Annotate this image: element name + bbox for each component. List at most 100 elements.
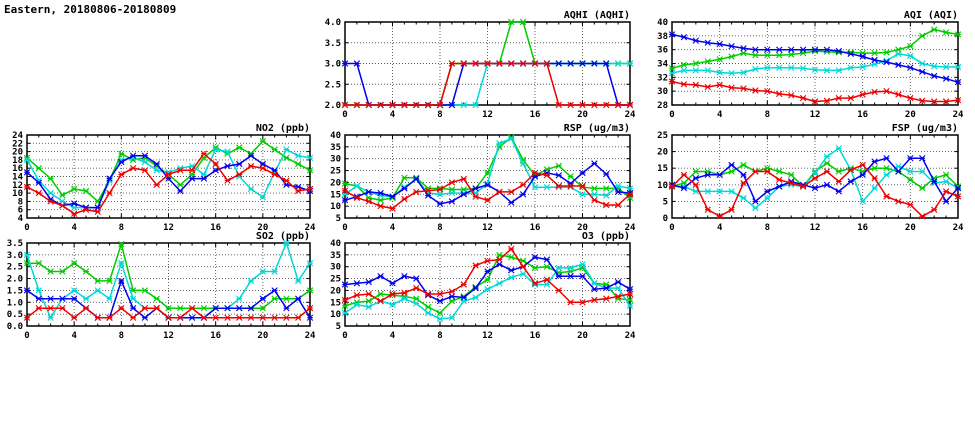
svg-text:8: 8 [437, 110, 442, 120]
svg-text:30: 30 [330, 263, 341, 273]
svg-text:20: 20 [905, 223, 916, 233]
svg-text:12: 12 [810, 223, 821, 233]
svg-text:8: 8 [437, 223, 442, 233]
svg-text:20: 20 [905, 110, 916, 120]
svg-text:24: 24 [305, 331, 316, 341]
svg-text:20: 20 [330, 286, 341, 296]
aqi-title: AQI (AQI) [904, 10, 958, 21]
svg-text:5: 5 [663, 197, 668, 207]
svg-text:32: 32 [657, 73, 668, 83]
svg-text:3.5: 3.5 [325, 39, 341, 49]
svg-text:12: 12 [482, 110, 493, 120]
svg-text:5: 5 [336, 214, 341, 224]
svg-text:12: 12 [163, 223, 174, 233]
svg-text:20: 20 [577, 223, 588, 233]
svg-text:12: 12 [482, 331, 493, 341]
svg-text:16: 16 [12, 164, 23, 174]
svg-text:18: 18 [12, 156, 23, 166]
svg-text:15: 15 [330, 298, 341, 308]
svg-text:24: 24 [625, 223, 636, 233]
svg-text:8: 8 [765, 110, 770, 120]
svg-text:20: 20 [577, 110, 588, 120]
svg-text:24: 24 [625, 110, 636, 120]
svg-text:0: 0 [24, 223, 29, 233]
svg-text:40: 40 [657, 18, 668, 28]
svg-text:20: 20 [12, 148, 23, 158]
svg-text:2.0: 2.0 [7, 275, 23, 285]
svg-text:20: 20 [577, 331, 588, 341]
svg-text:36: 36 [657, 46, 668, 56]
svg-text:38: 38 [657, 32, 668, 42]
svg-text:4: 4 [717, 110, 723, 120]
svg-text:4: 4 [71, 331, 77, 341]
svg-text:25: 25 [330, 167, 341, 177]
svg-text:15: 15 [657, 164, 668, 174]
svg-text:10: 10 [12, 189, 23, 199]
o3-title: O3 (ppb) [582, 231, 630, 242]
page-title: Eastern, 20180806-20180809 [4, 3, 177, 16]
svg-text:16: 16 [210, 331, 221, 341]
svg-text:24: 24 [625, 331, 636, 341]
svg-text:35: 35 [330, 143, 341, 153]
svg-text:5: 5 [336, 322, 341, 332]
svg-text:10: 10 [330, 310, 341, 320]
svg-text:24: 24 [953, 223, 964, 233]
svg-text:3.0: 3.0 [325, 60, 341, 70]
chart-fsp: FSP (ug/m3) 0 5 10 15 20 25 0 4 8 12 16 20 24 [640, 121, 966, 238]
svg-text:28: 28 [657, 101, 668, 111]
svg-text:30: 30 [330, 155, 341, 165]
svg-text:10: 10 [330, 202, 341, 212]
svg-text:1.0: 1.0 [7, 298, 23, 308]
svg-text:8: 8 [437, 331, 442, 341]
svg-text:22: 22 [12, 139, 23, 149]
svg-text:8: 8 [18, 197, 23, 207]
svg-text:4: 4 [390, 331, 396, 341]
svg-text:24: 24 [953, 110, 964, 120]
svg-text:2.5: 2.5 [325, 80, 341, 90]
svg-text:16: 16 [857, 110, 868, 120]
rsp-title: RSP (ug/m3) [564, 123, 630, 134]
svg-text:8: 8 [119, 223, 124, 233]
svg-text:10: 10 [657, 181, 668, 191]
svg-text:35: 35 [330, 251, 341, 261]
svg-text:20: 20 [657, 148, 668, 158]
svg-text:4.0: 4.0 [325, 18, 341, 28]
svg-text:4: 4 [717, 223, 723, 233]
fsp-title: FSP (ug/m3) [892, 123, 958, 134]
svg-text:0: 0 [24, 331, 29, 341]
svg-text:12: 12 [482, 223, 493, 233]
chart-o3: O3 (ppb) 5 10 15 20 25 30 35 40 0 4 8 12 16 20 24 [313, 229, 638, 346]
svg-text:0: 0 [663, 214, 668, 224]
svg-text:24: 24 [305, 223, 316, 233]
svg-text:15: 15 [330, 190, 341, 200]
svg-text:0: 0 [669, 110, 674, 120]
svg-text:6: 6 [18, 206, 23, 216]
aqi-plot: 28 30 32 34 36 38 40 0 4 8 12 16 20 24 [657, 18, 964, 120]
chart-so2: SO2 (ppb) 0.0 0.5 1.0 1.5 2.0 2.5 3.0 3.5 0 4 8 12 1… [0, 229, 318, 346]
svg-text:0.5: 0.5 [7, 310, 23, 320]
svg-text:25: 25 [657, 131, 668, 141]
svg-text:40: 40 [330, 239, 341, 249]
svg-text:16: 16 [530, 223, 541, 233]
svg-text:3.5: 3.5 [7, 239, 23, 249]
svg-text:16: 16 [530, 110, 541, 120]
svg-text:2.5: 2.5 [7, 263, 23, 273]
so2-plot: 0.0 0.5 1.0 1.52.0 2.5 3.0 3.5 0 4 8 12 16 20 24 [7, 239, 316, 341]
svg-text:1.5: 1.5 [7, 286, 23, 296]
svg-text:0.0: 0.0 [7, 322, 23, 332]
svg-text:34: 34 [657, 60, 668, 70]
svg-text:16: 16 [857, 223, 868, 233]
chart-rsp: RSP (ug/m3) 5 10 15 20 25 30 35 40 0 4 8 12 16 20 24 [313, 121, 638, 238]
svg-text:0: 0 [342, 110, 347, 120]
svg-text:16: 16 [210, 223, 221, 233]
svg-text:4: 4 [71, 223, 77, 233]
svg-text:24: 24 [12, 131, 23, 141]
svg-text:16: 16 [530, 331, 541, 341]
svg-text:20: 20 [257, 223, 268, 233]
svg-text:0: 0 [669, 223, 674, 233]
svg-text:40: 40 [330, 131, 341, 141]
